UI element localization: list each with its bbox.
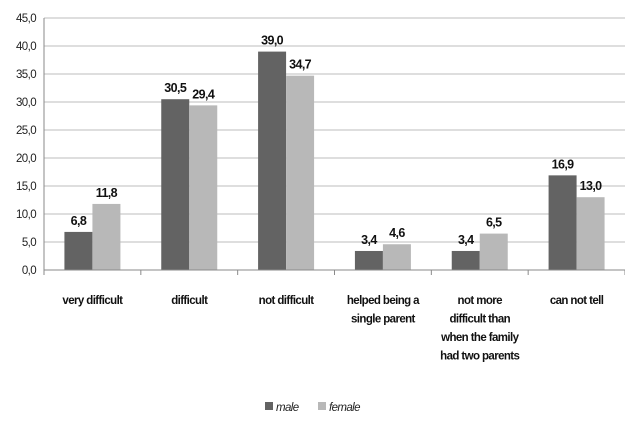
category-label: can not tell xyxy=(550,295,604,307)
data-label-male: 3,4 xyxy=(458,233,474,247)
data-label-male: 30,5 xyxy=(164,81,187,95)
bar-female xyxy=(286,75,315,271)
y-axis: 0,0 5,0 10,0 15,0 20,0 25,0 30,0 35,0 40,0 45,0 xyxy=(16,13,45,277)
bar-female xyxy=(382,244,411,270)
y-tick-label: 15,0 xyxy=(16,181,36,193)
bar-male xyxy=(354,250,383,270)
legend-label-female: female xyxy=(329,402,360,414)
y-tick-label: 25,0 xyxy=(16,125,36,137)
data-label-female: 29,4 xyxy=(192,87,215,101)
y-tick-label: 45,0 xyxy=(16,13,36,25)
x-axis: very difficult difficult not difficult help… xyxy=(43,269,625,363)
category-label: not more difficult than when the family had… xyxy=(440,295,519,363)
data-label-female: 34,7 xyxy=(289,58,312,72)
bar-female xyxy=(92,203,121,270)
legend-swatch-male xyxy=(265,402,273,410)
category-label: very difficult xyxy=(62,295,123,307)
data-label-male: 6,8 xyxy=(71,214,87,228)
data-label-male: 16,9 xyxy=(552,157,575,171)
legend: male female xyxy=(265,402,361,414)
bar-female xyxy=(576,197,605,270)
legend-label-male: male xyxy=(276,402,299,414)
y-tick-label: 20,0 xyxy=(16,153,36,165)
bar-male xyxy=(258,51,287,270)
data-label-female: 11,8 xyxy=(96,186,118,200)
bar-male xyxy=(451,250,480,270)
bar-male xyxy=(64,231,93,270)
y-tick-label: 0,0 xyxy=(22,265,36,277)
bar-male xyxy=(161,99,190,270)
y-tick-label: 40,0 xyxy=(16,41,36,53)
bar-female xyxy=(479,233,508,270)
data-labels: 6,8 11,8 30,5 29,4 39,0 34,7 3,4 4,6 3,4 6,5 16,9 1… xyxy=(71,34,603,247)
y-tick-label: 30,0 xyxy=(16,97,36,109)
y-tick-label: 5,0 xyxy=(22,237,36,249)
bar-male xyxy=(548,175,577,270)
gridlines xyxy=(44,17,625,271)
data-label-male: 3,4 xyxy=(361,233,377,247)
data-label-female: 13,0 xyxy=(580,179,603,193)
bar-female xyxy=(189,105,218,270)
bars xyxy=(64,51,605,271)
category-label: difficult xyxy=(171,295,208,307)
data-label-male: 39,0 xyxy=(261,34,284,48)
data-label-female: 4,6 xyxy=(389,226,405,240)
data-label-female: 6,5 xyxy=(486,216,502,230)
legend-swatch-female xyxy=(318,402,326,410)
y-tick-label: 35,0 xyxy=(16,69,36,81)
category-label: not difficult xyxy=(259,295,315,307)
y-tick-label: 10,0 xyxy=(16,209,36,221)
category-label: helped being a single parent xyxy=(347,295,420,326)
